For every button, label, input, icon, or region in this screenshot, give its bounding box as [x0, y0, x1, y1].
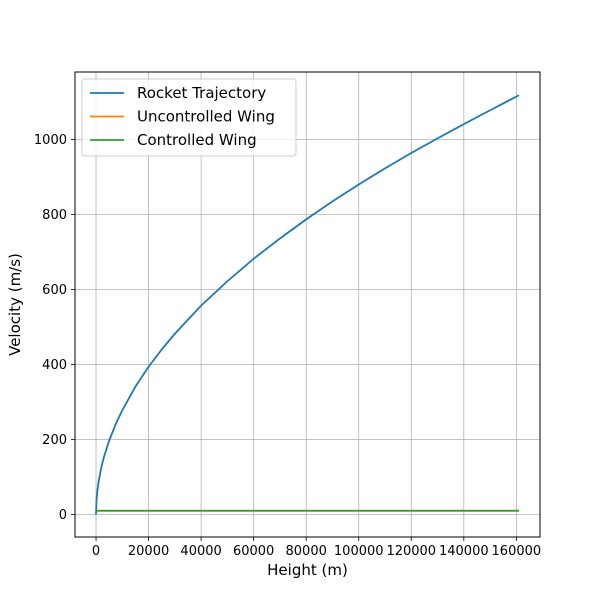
y-tick-label: 600 [42, 283, 67, 298]
x-tick-label: 160000 [492, 544, 542, 559]
legend-label: Rocket Trajectory [137, 84, 266, 102]
legend-box [81, 78, 297, 157]
y-axis-label: Velocity (m/s) [6, 253, 24, 356]
y-tick-label: 1000 [34, 133, 67, 148]
x-tick-label: 80000 [286, 544, 327, 559]
x-tick-label: 0 [92, 544, 100, 559]
x-tick-label: 60000 [233, 544, 274, 559]
x-tick-label: 100000 [334, 544, 384, 559]
x-tick-label: 120000 [386, 544, 436, 559]
legend: Rocket Trajectory Uncontrolled Wing Contro… [81, 78, 297, 157]
y-tick-label: 400 [42, 358, 67, 373]
x-ticks: 0 20000 40000 60000 80000 100000 120000 140000 1… [92, 537, 541, 559]
legend-label: Controlled Wing [137, 131, 257, 149]
x-axis-label: Height (m) [267, 561, 348, 579]
y-tick-label: 0 [59, 508, 67, 523]
x-tick-label: 140000 [439, 544, 489, 559]
series-line-rocket-trajectory [95, 94, 520, 515]
x-tick-label: 20000 [128, 544, 169, 559]
grid [75, 72, 540, 537]
y-tick-label: 200 [42, 433, 67, 448]
y-ticks: 0 200 400 600 800 1000 [34, 133, 75, 523]
x-tick-label: 40000 [180, 544, 221, 559]
plot-frame [74, 71, 541, 538]
y-tick-label: 800 [42, 208, 67, 223]
legend-label: Uncontrolled Wing [137, 108, 275, 126]
series-group [95, 94, 520, 515]
